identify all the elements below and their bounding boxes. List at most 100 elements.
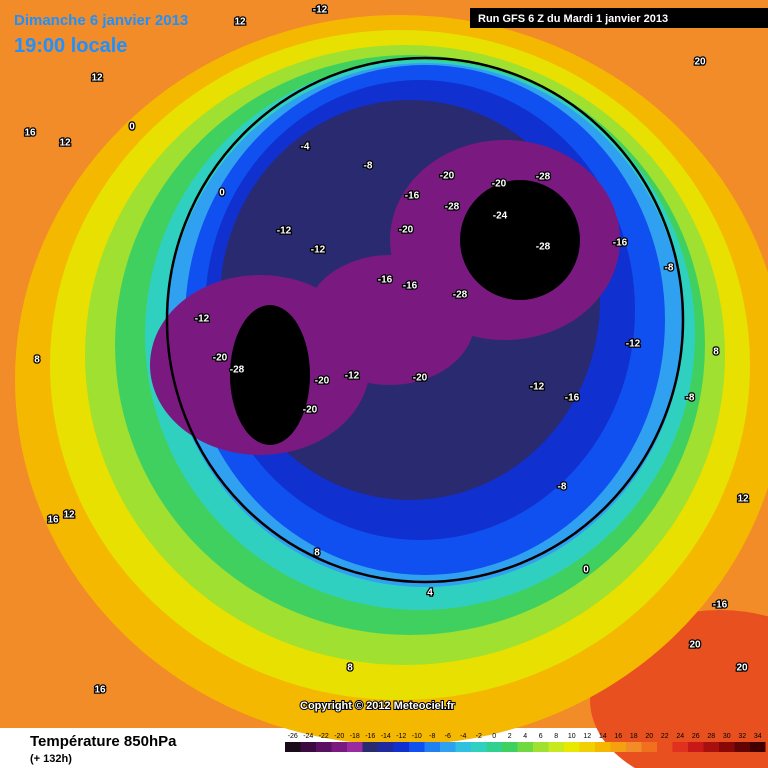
contour-label: 8 [347, 663, 353, 674]
contour-label: -16 [403, 281, 418, 292]
date: Dimanche 6 janvier 2013 [14, 12, 188, 29]
run-box [470, 8, 768, 28]
contour [165, 56, 685, 584]
contour-label: 20 [689, 640, 701, 651]
legend-swatch [455, 742, 471, 752]
legend-swatch [719, 742, 735, 752]
contour-label: 4 [427, 588, 433, 599]
contour-label: -28 [536, 242, 551, 253]
legend-swatch [579, 742, 595, 752]
legend-tick: 20 [645, 733, 653, 740]
legend-swatch [703, 742, 719, 752]
contour-label: -8 [364, 161, 373, 172]
legend-swatch [347, 742, 363, 752]
contour-label: 0 [583, 565, 589, 576]
time: 19:00 locale [14, 35, 127, 57]
legend-swatch [564, 742, 580, 752]
contour-label: 8 [713, 347, 719, 358]
cold-core [305, 255, 475, 385]
legend-swatch [331, 742, 347, 752]
contour-label: -16 [613, 238, 628, 249]
legend-tick: 14 [599, 733, 607, 740]
contour-label: -20 [413, 373, 428, 384]
legend-tick: 0 [492, 733, 496, 740]
contour-label: -12 [277, 226, 292, 237]
legend-swatch [300, 742, 316, 752]
legend-tick: 24 [676, 733, 684, 740]
contour-label: -16 [378, 275, 393, 286]
contour-label: -20 [303, 405, 318, 416]
contour-label: 0 [129, 122, 135, 133]
legend-tick: -14 [381, 733, 391, 740]
contour-label: -12 [311, 245, 326, 256]
contour-label: -12 [195, 314, 210, 325]
legend-tick: -10 [412, 733, 422, 740]
legend-swatch [657, 742, 673, 752]
legend-swatch [502, 742, 518, 752]
legend-tick: -16 [365, 733, 375, 740]
contour-label: -4 [301, 142, 310, 153]
contour-label: 0 [219, 188, 225, 199]
legend-swatch [378, 742, 394, 752]
contour-label: 12 [91, 73, 103, 84]
contour-label: 8 [34, 355, 40, 366]
contour-label: -12 [626, 339, 641, 350]
legend-tick: 8 [554, 733, 558, 740]
contour-label: -28 [445, 202, 460, 213]
cold-core [230, 305, 310, 445]
legend-tick: 28 [707, 733, 715, 740]
contour-label: -24 [493, 211, 508, 222]
legend-swatch [750, 742, 766, 752]
contour-label: 20 [736, 663, 748, 674]
legend-swatch [595, 742, 611, 752]
legend-tick: 12 [583, 733, 591, 740]
legend-tick: 6 [539, 733, 543, 740]
contour-label: 12 [234, 17, 246, 28]
legend-tick: -26 [288, 733, 298, 740]
contour-label: -28 [453, 290, 468, 301]
contour-label: -20 [492, 179, 507, 190]
contour-label: 8 [314, 548, 320, 559]
legend-tick: -8 [429, 733, 435, 740]
legend-tick: 2 [508, 733, 512, 740]
contour-label: -12 [345, 371, 360, 382]
legend-swatch [548, 742, 564, 752]
run-text: Run GFS 6 Z du Mardi 1 janvier 2013 [478, 13, 668, 25]
legend-tick: 22 [661, 733, 669, 740]
legend-tick: 18 [630, 733, 638, 740]
legend-tick: 26 [692, 733, 700, 740]
copyright: Copyright © 2012 Meteociel.fr [300, 700, 456, 712]
contour-label: -20 [213, 353, 228, 364]
legend-tick: 10 [568, 733, 576, 740]
contour-label: 12 [63, 510, 75, 521]
legend-swatch [641, 742, 657, 752]
legend-swatch [533, 742, 549, 752]
contour-label: -16 [405, 191, 420, 202]
legend-swatch [610, 742, 626, 752]
legend-swatch [471, 742, 487, 752]
legend-swatch [316, 742, 332, 752]
footer-title: Température 850hPa [30, 733, 177, 750]
legend-tick: -4 [460, 733, 466, 740]
legend-tick: 32 [738, 733, 746, 740]
legend-tick: -18 [350, 733, 360, 740]
legend-swatch [734, 742, 750, 752]
legend-swatch [486, 742, 502, 752]
contour-label: -20 [399, 225, 414, 236]
footer-lead: (+ 132h) [30, 753, 72, 765]
contour-label: -8 [686, 393, 695, 404]
legend-swatch [688, 742, 704, 752]
contour-label: -16 [713, 600, 728, 611]
legend-tick: -24 [303, 733, 313, 740]
contour-label: -8 [558, 482, 567, 493]
contour-label: 16 [24, 128, 36, 139]
contour-label: 20 [694, 57, 706, 68]
contour-label: -28 [536, 172, 551, 183]
legend-tick: 16 [614, 733, 622, 740]
contour-label: 16 [94, 685, 106, 696]
contour-label: 12 [737, 494, 749, 505]
legend-swatch [672, 742, 688, 752]
legend-swatch [626, 742, 642, 752]
contour-label: 12 [59, 138, 71, 149]
